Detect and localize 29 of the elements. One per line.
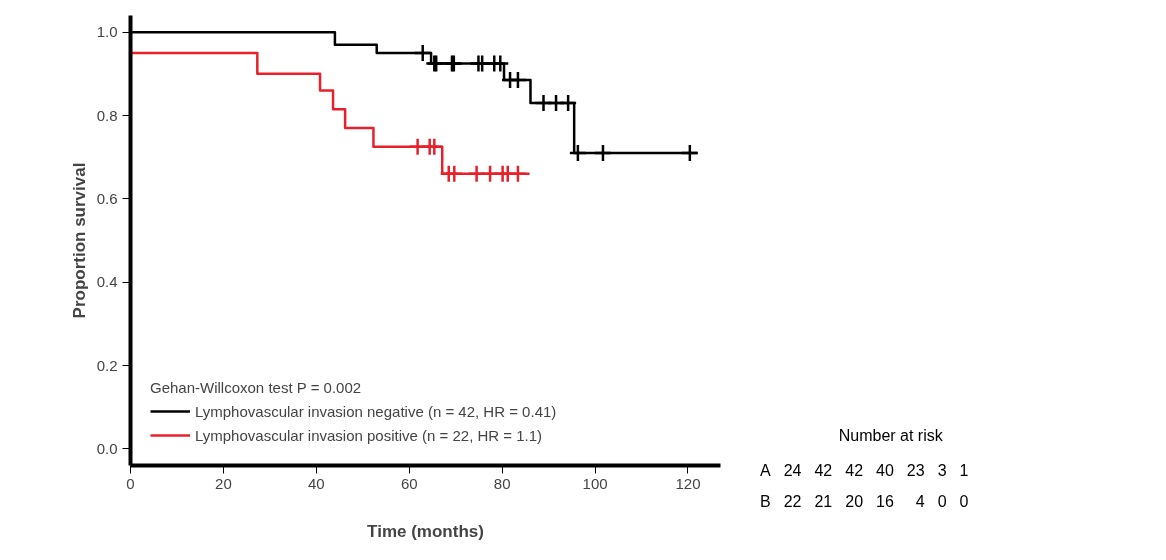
y-tick-label: 0.8 [96, 106, 118, 124]
y-tick-label: 0.4 [96, 273, 118, 291]
y-tick-label: 0.0 [96, 439, 118, 457]
x-axis-title: Time (months) [367, 521, 484, 541]
legend-title: Gehan-Willcoxon test P = 0.002 [150, 379, 363, 396]
x-tick-label: 60 [400, 474, 418, 492]
x-tick-label: 40 [307, 474, 325, 492]
point [593, 143, 613, 163]
point [425, 137, 444, 156]
text: A 24 42 42 40 23 3 1 [760, 460, 970, 481]
point [413, 43, 432, 63]
y-tick-label: 1.0 [96, 23, 118, 41]
point [491, 54, 510, 73]
x-tick-label: 0 [126, 474, 135, 492]
x-tick-label: 20 [215, 474, 232, 492]
point [568, 143, 588, 163]
x-tick-label: 80 [493, 474, 511, 492]
text: Number at risk [837, 426, 944, 446]
y-tick-label: 0.6 [96, 189, 118, 207]
x-tick-label: 120 [675, 474, 701, 492]
point [558, 93, 578, 113]
text: B 22 21 20 16 4 0 0 [760, 492, 969, 510]
point [508, 70, 528, 90]
legend-label: Lymphovascular invasion negative (n = 42, HR = 0.41) [195, 402, 557, 420]
legend-label: Lymphovascular invasion positive (n = 22, HR = 1.1) [195, 426, 543, 444]
x-tick-label: 100 [582, 474, 608, 492]
y-tick-label: 0.2 [96, 356, 118, 374]
point [445, 164, 464, 184]
y-axis-title: Proportion survival [69, 162, 89, 319]
